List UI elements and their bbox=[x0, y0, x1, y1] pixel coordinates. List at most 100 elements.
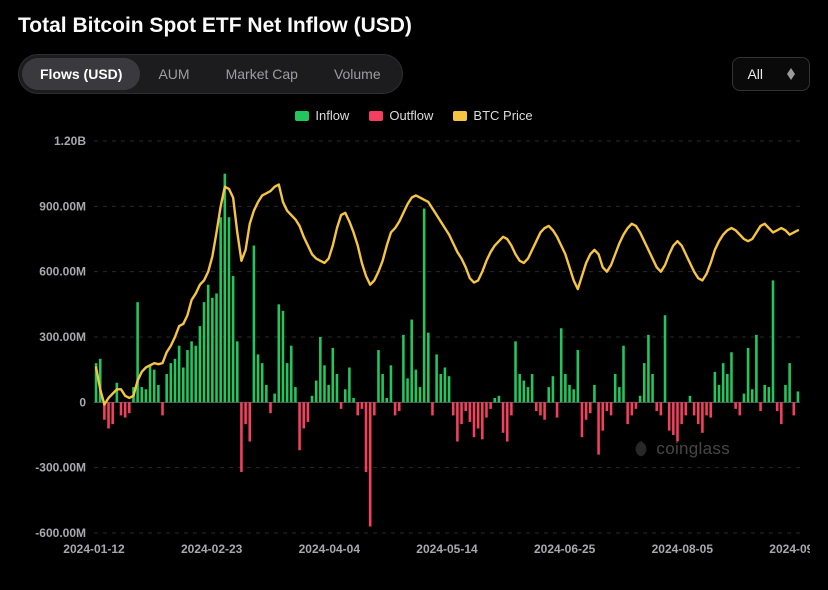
inflow-bar bbox=[730, 352, 733, 402]
tab-market-cap[interactable]: Market Cap bbox=[208, 58, 316, 90]
inflow-bar bbox=[282, 311, 285, 402]
outflow-bar bbox=[107, 402, 110, 428]
range-selector-label: All bbox=[747, 66, 763, 82]
outflow-bar bbox=[111, 402, 114, 424]
inflow-bar bbox=[572, 389, 575, 402]
tab-volume[interactable]: Volume bbox=[316, 58, 399, 90]
chevron-sort-icon bbox=[787, 68, 795, 80]
inflow-bar bbox=[689, 396, 692, 403]
y-axis-label: 0 bbox=[79, 395, 86, 409]
inflow-bar bbox=[211, 298, 214, 403]
legend-swatch bbox=[295, 111, 309, 121]
inflow-bar bbox=[377, 350, 380, 402]
outflow-bar bbox=[606, 402, 609, 411]
legend-label: BTC Price bbox=[473, 108, 532, 123]
outflow-bar bbox=[655, 402, 658, 411]
outflow-bar bbox=[672, 402, 675, 435]
inflow-bar bbox=[236, 341, 239, 402]
inflow-bar bbox=[265, 385, 268, 402]
outflow-bar bbox=[506, 402, 509, 441]
inflow-bar bbox=[593, 385, 596, 402]
legend-item-outflow: Outflow bbox=[369, 108, 433, 123]
inflow-bar bbox=[278, 304, 281, 402]
inflow-bar bbox=[336, 374, 339, 402]
x-axis-label: 2024-08-05 bbox=[652, 542, 714, 556]
inflow-bar bbox=[253, 246, 256, 403]
legend-label: Outflow bbox=[389, 108, 433, 123]
outflow-bar bbox=[248, 402, 251, 441]
inflow-bar bbox=[552, 376, 555, 402]
outflow-bar bbox=[701, 402, 704, 432]
inflow-bar bbox=[215, 293, 218, 402]
outflow-bar bbox=[680, 402, 683, 424]
inflow-bar bbox=[618, 387, 621, 402]
outflow-bar bbox=[485, 402, 488, 417]
inflow-bar bbox=[219, 217, 222, 402]
outflow-bar bbox=[539, 402, 542, 415]
outflow-bar bbox=[792, 402, 795, 415]
inflow-bar bbox=[116, 383, 119, 403]
outflow-bar bbox=[610, 402, 613, 415]
outflow-bar bbox=[597, 402, 600, 454]
outflow-bar bbox=[543, 402, 546, 419]
inflow-bar bbox=[182, 367, 185, 402]
outflow-bar bbox=[161, 402, 164, 415]
inflow-bar bbox=[344, 389, 347, 402]
inflow-bar bbox=[273, 394, 276, 403]
btc-price-line bbox=[96, 185, 798, 405]
metric-tabs: Flows (USD)AUMMarket CapVolume bbox=[18, 54, 403, 94]
inflow-bar bbox=[140, 387, 143, 402]
outflow-bar bbox=[269, 402, 272, 413]
inflow-bar bbox=[149, 365, 152, 402]
outflow-bar bbox=[481, 402, 484, 439]
inflow-bar bbox=[410, 320, 413, 403]
outflow-bar bbox=[693, 402, 696, 415]
outflow-bar bbox=[759, 402, 762, 411]
legend-swatch bbox=[369, 111, 383, 121]
inflow-bar bbox=[402, 335, 405, 403]
inflow-bar bbox=[643, 363, 646, 402]
inflow-bar bbox=[261, 363, 264, 402]
outflow-bar bbox=[535, 402, 538, 411]
controls-row: Flows (USD)AUMMarket CapVolume All bbox=[18, 54, 810, 94]
inflow-bar bbox=[664, 315, 667, 402]
outflow-bar bbox=[631, 402, 634, 415]
inflow-bar bbox=[784, 385, 787, 402]
x-axis-label: 2024-04-04 bbox=[299, 542, 361, 556]
outflow-bar bbox=[356, 402, 359, 415]
outflow-bar bbox=[585, 402, 588, 419]
range-selector[interactable]: All bbox=[732, 57, 810, 91]
outflow-bar bbox=[124, 402, 127, 417]
tab-aum[interactable]: AUM bbox=[140, 58, 207, 90]
inflow-bar bbox=[385, 398, 388, 402]
inflow-bar bbox=[315, 381, 318, 403]
inflow-bar bbox=[531, 374, 534, 402]
outflow-bar bbox=[626, 402, 629, 424]
y-axis-label: -300.00M bbox=[35, 461, 86, 475]
inflow-bar bbox=[157, 385, 160, 402]
inflow-bar bbox=[294, 387, 297, 402]
outflow-bar bbox=[489, 402, 492, 409]
outflow-bar bbox=[460, 402, 463, 424]
tab-flows-usd-[interactable]: Flows (USD) bbox=[22, 58, 140, 90]
inflow-bar bbox=[514, 341, 517, 402]
inflow-bar bbox=[439, 374, 442, 402]
inflow-bar bbox=[415, 370, 418, 403]
inflow-bar bbox=[560, 328, 563, 402]
legend-item-btc-price: BTC Price bbox=[453, 108, 532, 123]
inflow-bar bbox=[614, 374, 617, 402]
inflow-bar bbox=[622, 346, 625, 403]
inflow-bar bbox=[564, 374, 567, 402]
outflow-bar bbox=[369, 402, 372, 526]
chart-container: 1.20B900.00M600.00M300.00M0-300.00M-600.… bbox=[18, 131, 810, 571]
outflow-bar bbox=[581, 402, 584, 437]
outflow-bar bbox=[734, 402, 737, 409]
inflow-bar bbox=[174, 359, 177, 403]
outflow-bar bbox=[738, 402, 741, 415]
y-axis-label: 900.00M bbox=[39, 199, 86, 213]
inflow-bar bbox=[348, 367, 351, 402]
inflow-bar bbox=[763, 385, 766, 402]
inflow-bar bbox=[319, 337, 322, 402]
outflow-bar bbox=[298, 402, 301, 450]
y-axis-label: 300.00M bbox=[39, 330, 86, 344]
